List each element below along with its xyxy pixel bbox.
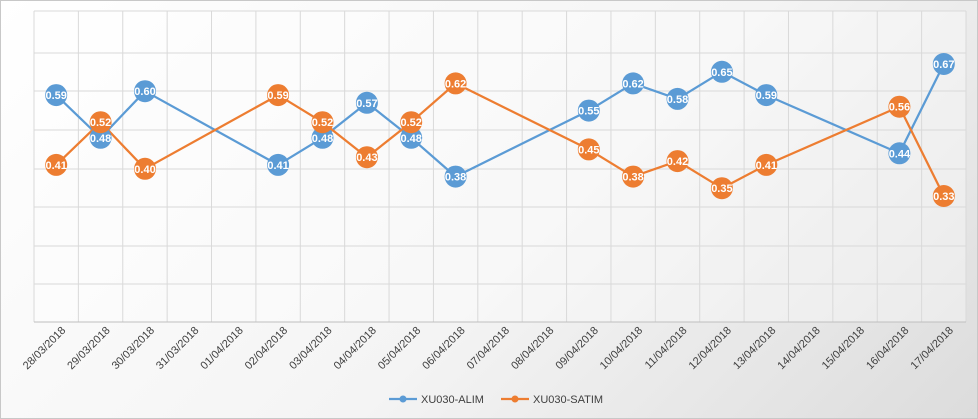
data-label: 0.41 <box>756 160 777 172</box>
data-point-alim[interactable] <box>932 53 955 75</box>
data-point-alim[interactable] <box>755 84 778 107</box>
x-tick-label: 06/04/2018 <box>420 325 467 372</box>
data-point-satim[interactable] <box>311 111 334 134</box>
data-point-satim[interactable] <box>622 165 645 188</box>
plot-area <box>34 11 966 322</box>
data-point-satim[interactable] <box>400 111 423 134</box>
data-point-alim[interactable] <box>888 142 911 165</box>
x-tick-label: 10/04/2018 <box>598 325 645 372</box>
data-point-satim[interactable] <box>267 84 290 107</box>
data-label: 0.48 <box>312 133 333 145</box>
data-label: 0.33 <box>933 191 954 203</box>
data-label: 0.52 <box>90 117 111 129</box>
x-tick-label: 11/04/2018 <box>643 325 690 372</box>
data-label: 0.48 <box>90 133 111 145</box>
data-label: 0.59 <box>45 90 66 102</box>
data-point-alim[interactable] <box>89 126 112 149</box>
data-label: 0.59 <box>267 90 288 102</box>
data-point-satim[interactable] <box>710 177 733 200</box>
data-label: 0.40 <box>134 164 155 176</box>
data-label: 0.38 <box>445 172 466 184</box>
gridlines <box>33 10 967 323</box>
data-label: 0.65 <box>711 67 732 79</box>
data-point-satim[interactable] <box>755 153 778 176</box>
x-tick-label: 08/04/2018 <box>509 325 556 372</box>
data-label: 0.62 <box>445 78 466 90</box>
data-point-alim[interactable] <box>267 153 290 176</box>
data-point-satim[interactable] <box>932 185 955 207</box>
data-point-alim[interactable] <box>622 72 645 95</box>
data-label: 0.48 <box>400 133 421 145</box>
data-label: 0.35 <box>711 183 732 195</box>
data-point-satim[interactable] <box>888 95 911 118</box>
x-tick-label: 04/04/2018 <box>332 325 379 372</box>
x-tick-label: 14/04/2018 <box>775 325 822 372</box>
data-point-satim[interactable] <box>89 111 112 134</box>
data-point-alim[interactable] <box>666 87 689 110</box>
legend-marker <box>511 395 519 403</box>
data-label: 0.62 <box>622 78 643 90</box>
data-point-alim[interactable] <box>400 126 423 149</box>
x-tick-label: 05/04/2018 <box>376 325 423 372</box>
x-tick-label: 07/04/2018 <box>465 325 512 372</box>
legend-marker <box>399 395 407 403</box>
x-tick-label: 03/04/2018 <box>287 325 334 372</box>
data-label: 0.59 <box>756 90 777 102</box>
data-point-alim[interactable] <box>355 91 378 114</box>
x-tick-label: 13/04/2018 <box>731 325 778 372</box>
data-label: 0.44 <box>889 148 911 160</box>
x-tick-label: 17/04/2018 <box>909 325 956 372</box>
series-markers: 0.59 0.48 0.60 0.41 0.48 0.57 0.48 0.38 0.55 0.62… <box>45 53 955 207</box>
x-tick-label: 12/04/2018 <box>687 325 734 372</box>
data-label: 0.58 <box>667 94 688 106</box>
x-tick-label: 30/03/2018 <box>110 325 157 372</box>
x-tick-label: 15/04/2018 <box>820 325 867 372</box>
data-point-satim[interactable] <box>577 138 600 161</box>
data-point-satim[interactable] <box>666 150 689 173</box>
data-label: 0.57 <box>356 98 377 110</box>
data-label: 0.41 <box>267 160 288 172</box>
x-tick-label: 01/04/2018 <box>198 325 245 372</box>
data-label: 0.52 <box>400 117 421 129</box>
data-point-alim[interactable] <box>134 80 156 103</box>
data-point-satim[interactable] <box>444 72 467 95</box>
legend: XU030-ALIM XU030-SATIM <box>389 394 603 406</box>
data-point-alim[interactable] <box>444 165 467 188</box>
data-label: 0.67 <box>933 59 954 71</box>
data-point-satim[interactable] <box>134 157 156 180</box>
data-label: 0.41 <box>45 160 66 172</box>
data-label: 0.55 <box>578 106 599 118</box>
data-label: 0.38 <box>622 172 643 184</box>
data-point-satim[interactable] <box>355 146 378 169</box>
data-point-alim[interactable] <box>577 99 600 122</box>
x-tick-label: 02/04/2018 <box>243 325 290 372</box>
data-point-alim[interactable] <box>710 60 733 83</box>
x-tick-label: 16/04/2018 <box>864 325 911 372</box>
data-point-satim[interactable] <box>45 153 68 176</box>
data-label: 0.42 <box>667 156 688 168</box>
data-point-alim[interactable] <box>311 126 334 149</box>
data-point-alim[interactable] <box>45 84 68 107</box>
legend-label[interactable]: XU030-ALIM <box>421 394 484 406</box>
legend-label[interactable]: XU030-SATIM <box>533 394 603 406</box>
x-tick-label: 31/03/2018 <box>154 325 201 372</box>
x-axis-tick-labels: 28/03/201829/03/201830/03/201831/03/2018… <box>21 325 956 372</box>
x-tick-label: 28/03/2018 <box>21 325 68 372</box>
data-label: 0.45 <box>578 144 599 156</box>
data-label: 0.56 <box>889 102 910 114</box>
data-label: 0.43 <box>356 152 377 164</box>
data-label: 0.52 <box>312 117 333 129</box>
x-tick-label: 29/03/2018 <box>65 325 112 372</box>
data-label: 0.60 <box>134 86 155 98</box>
x-tick-label: 09/04/2018 <box>554 325 601 372</box>
